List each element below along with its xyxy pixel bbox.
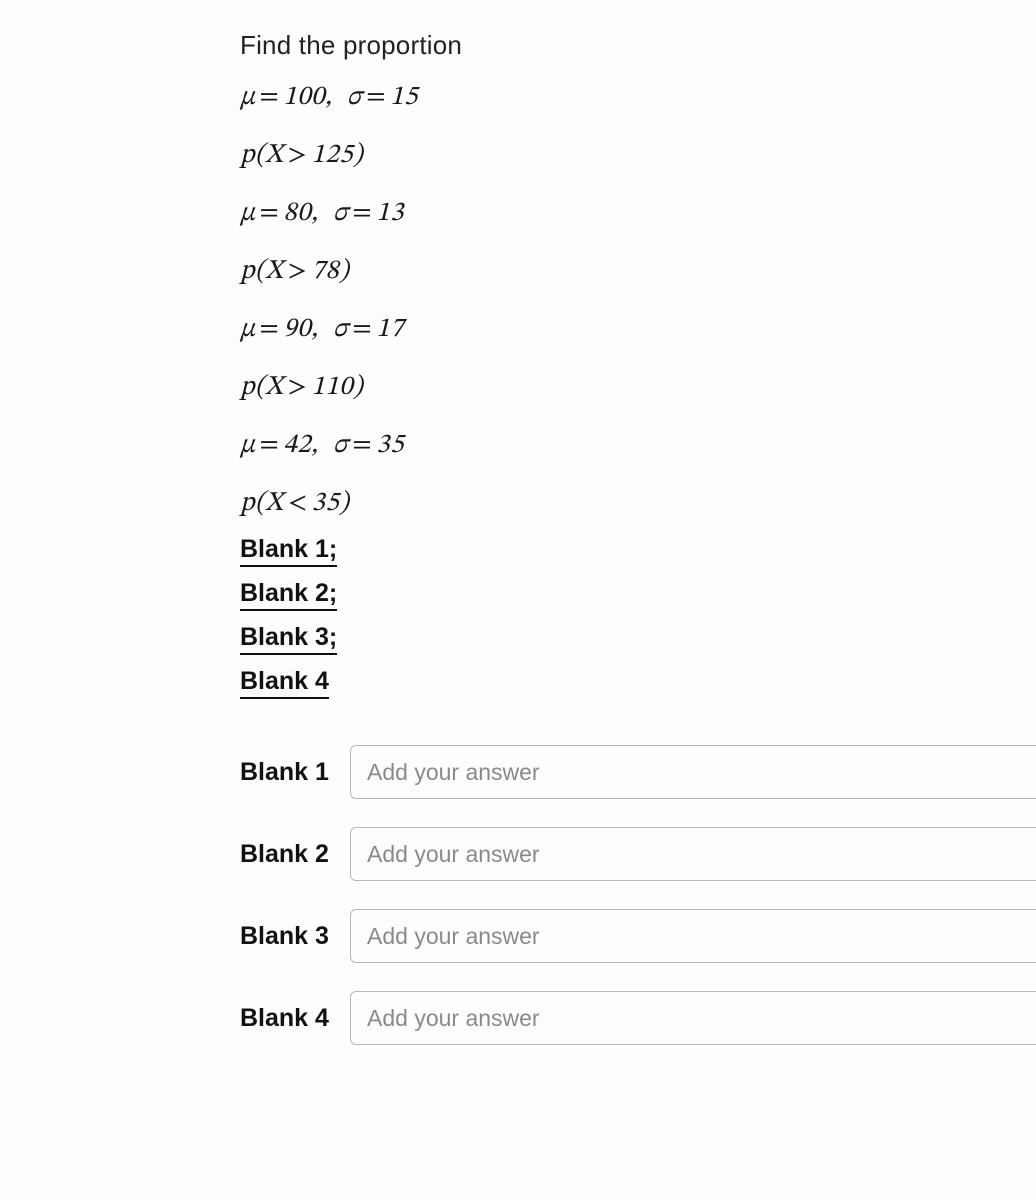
problem-3-params: μ=90, σ=17 bbox=[240, 313, 1036, 347]
problem-2-params: μ=80, σ=13 bbox=[240, 197, 1036, 231]
answer-label-4: Blank 4 bbox=[240, 1004, 350, 1033]
answer-label-2: Blank 2 bbox=[240, 840, 350, 869]
blank-label-3: Blank 3; bbox=[240, 623, 337, 655]
problem-1-prob: p(X>125) bbox=[240, 139, 1036, 173]
answer-input-2[interactable] bbox=[350, 827, 1036, 881]
blank-label-4: Blank 4 bbox=[240, 667, 329, 699]
question-page: Find the proportion μ=100, σ=15 p(X>125)… bbox=[0, 0, 1036, 1045]
answer-input-4[interactable] bbox=[350, 991, 1036, 1045]
answer-label-3: Blank 3 bbox=[240, 922, 350, 951]
problem-1-params: μ=100, σ=15 bbox=[240, 81, 1036, 115]
blank-label-2: Blank 2; bbox=[240, 579, 337, 611]
answer-section: Blank 1 Blank 2 Blank 3 Blank 4 bbox=[240, 745, 1036, 1045]
answer-label-1: Blank 1 bbox=[240, 758, 350, 787]
blank-label-1: Blank 1; bbox=[240, 535, 337, 567]
answer-row-3: Blank 3 bbox=[240, 909, 1036, 963]
answer-input-1[interactable] bbox=[350, 745, 1036, 799]
answer-input-3[interactable] bbox=[350, 909, 1036, 963]
problem-4-prob: p(X<35) bbox=[240, 487, 1036, 521]
answer-row-1: Blank 1 bbox=[240, 745, 1036, 799]
question-title: Find the proportion bbox=[240, 30, 1036, 61]
answer-row-2: Blank 2 bbox=[240, 827, 1036, 881]
answer-row-4: Blank 4 bbox=[240, 991, 1036, 1045]
problem-3-prob: p(X>110) bbox=[240, 371, 1036, 405]
problem-4-params: μ=42, σ=35 bbox=[240, 429, 1036, 463]
problem-2-prob: p(X>78) bbox=[240, 255, 1036, 289]
